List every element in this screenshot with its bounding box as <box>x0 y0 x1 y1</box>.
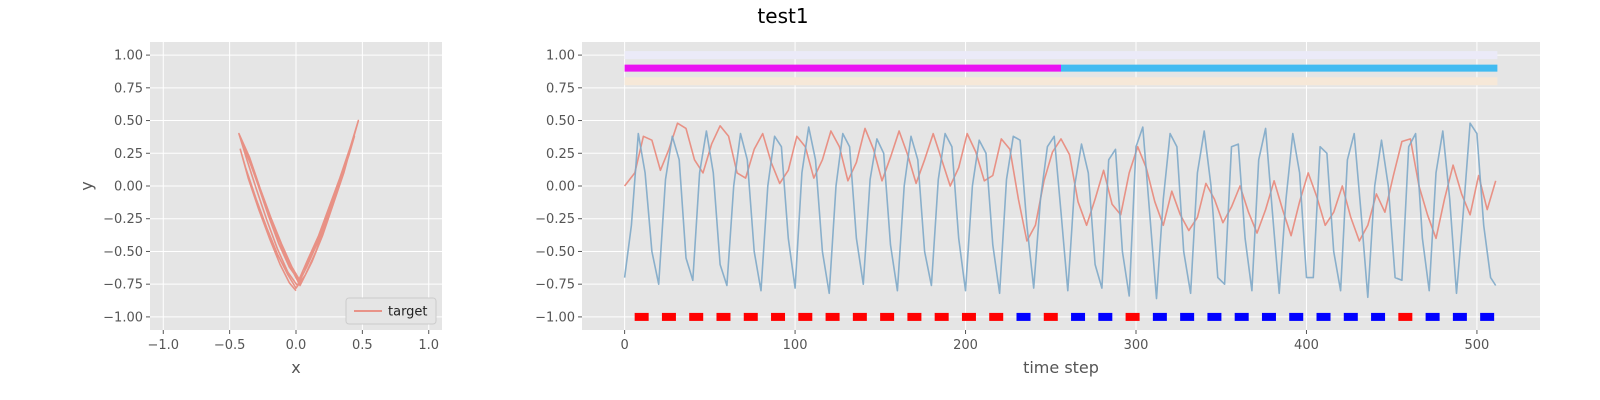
xy-trajectory-panel: −1.0 −0.5 0.0 0.5 1.0 −1.00 −0.75 −0.50 −0.25 0.… <box>77 42 442 377</box>
time-y-tick-label: 0.75 <box>546 81 575 96</box>
step-marker <box>743 312 758 321</box>
time-x-tick-label: 400 <box>1294 338 1319 353</box>
xy-y-tick-label: 0.00 <box>114 180 143 195</box>
time-series-line-1 <box>623 122 1497 300</box>
time-x-tick-label: 200 <box>953 338 978 353</box>
xy-series-layer <box>238 119 360 292</box>
xy-y-tick-label: 0.50 <box>114 114 143 129</box>
xy-x-tick-label: −1.0 <box>147 338 179 353</box>
step-marker <box>771 312 786 321</box>
step-marker <box>798 312 813 321</box>
xy-y-axis-label: y <box>77 181 96 190</box>
step-marker <box>1480 312 1495 321</box>
xy-x-tick-label: 1.0 <box>418 338 439 353</box>
xy-y-tick-label: −0.25 <box>103 212 143 227</box>
step-marker <box>1098 312 1113 321</box>
step-marker <box>1289 312 1304 321</box>
step-marker <box>634 312 649 321</box>
step-marker <box>1316 312 1331 321</box>
step-marker <box>961 312 976 321</box>
xy-y-tick-label: −0.50 <box>103 245 143 260</box>
step-marker <box>825 312 840 321</box>
step-marker <box>689 312 704 321</box>
xy-y-tick-label: −1.00 <box>103 310 143 325</box>
xy-y-tick-label: −0.75 <box>103 278 143 293</box>
time-series-panel: 0 100 200 300 400 500 −1.00 −0.75 −0.50 −0.25 0.0… <box>535 42 1540 377</box>
xy-x-ticks: −1.0 −0.5 0.0 0.5 1.0 <box>147 330 439 353</box>
step-marker <box>1071 312 1086 321</box>
step-marker <box>989 312 1004 321</box>
xy-y-tick-label: 0.25 <box>114 147 143 162</box>
step-marker <box>1125 312 1140 321</box>
figure-title: test1 <box>757 4 808 28</box>
step-marker <box>880 312 895 321</box>
xy-grid <box>150 42 442 330</box>
time-y-tick-label: 0.00 <box>546 180 575 195</box>
time-x-tick-label: 100 <box>783 338 808 353</box>
xy-legend: target <box>345 297 437 325</box>
step-marker <box>852 312 867 321</box>
step-marker <box>907 312 922 321</box>
time-x-ticks: 0 100 200 300 400 500 <box>620 330 1489 353</box>
step-marker <box>1043 312 1058 321</box>
time-y-tick-label: −0.75 <box>535 278 575 293</box>
step-marker <box>661 312 676 321</box>
time-markers <box>634 312 1495 321</box>
time-x-axis-label: time step <box>1023 358 1099 377</box>
step-marker <box>1207 312 1222 321</box>
step-marker <box>1261 312 1276 321</box>
step-marker <box>1152 312 1167 321</box>
time-background-bands <box>624 51 1498 86</box>
time-y-tick-label: 1.00 <box>546 49 575 64</box>
xy-series-line-0 <box>238 119 360 292</box>
time-y-tick-label: −0.50 <box>535 245 575 260</box>
time-x-tick-label: 300 <box>1124 338 1149 353</box>
step-marker <box>1371 312 1386 321</box>
time-series-layer <box>623 122 1497 300</box>
time-x-tick-label: 0 <box>620 338 628 353</box>
xy-y-ticks: −1.00 −0.75 −0.50 −0.25 0.00 0.25 0.50 0.75 1.00 <box>103 49 150 325</box>
legend-box <box>345 297 437 325</box>
time-y-tick-label: −0.25 <box>535 212 575 227</box>
step-marker <box>934 312 949 321</box>
step-marker <box>716 312 731 321</box>
step-marker <box>1398 312 1413 321</box>
time-y-tick-label: 0.25 <box>546 147 575 162</box>
time-x-tick-label: 500 <box>1465 338 1490 353</box>
legend-label-target: target <box>388 305 428 320</box>
xy-y-tick-label: 1.00 <box>114 49 143 64</box>
step-marker <box>1180 312 1195 321</box>
step-marker <box>1452 312 1467 321</box>
step-marker <box>1425 312 1440 321</box>
step-marker <box>1234 312 1249 321</box>
step-marker <box>1343 312 1358 321</box>
time-y-ticks: −1.00 −0.75 −0.50 −0.25 0.00 0.25 0.50 0.75 1.00 <box>535 49 582 325</box>
time-y-tick-label: −1.00 <box>535 310 575 325</box>
xy-x-axis-label: x <box>291 358 300 377</box>
step-marker <box>1016 312 1031 321</box>
time-y-tick-label: 0.50 <box>546 114 575 129</box>
xy-x-tick-label: −0.5 <box>214 338 246 353</box>
xy-x-tick-label: 0.5 <box>352 338 373 353</box>
xy-y-tick-label: 0.75 <box>114 81 143 96</box>
xy-x-tick-label: 0.0 <box>286 338 307 353</box>
